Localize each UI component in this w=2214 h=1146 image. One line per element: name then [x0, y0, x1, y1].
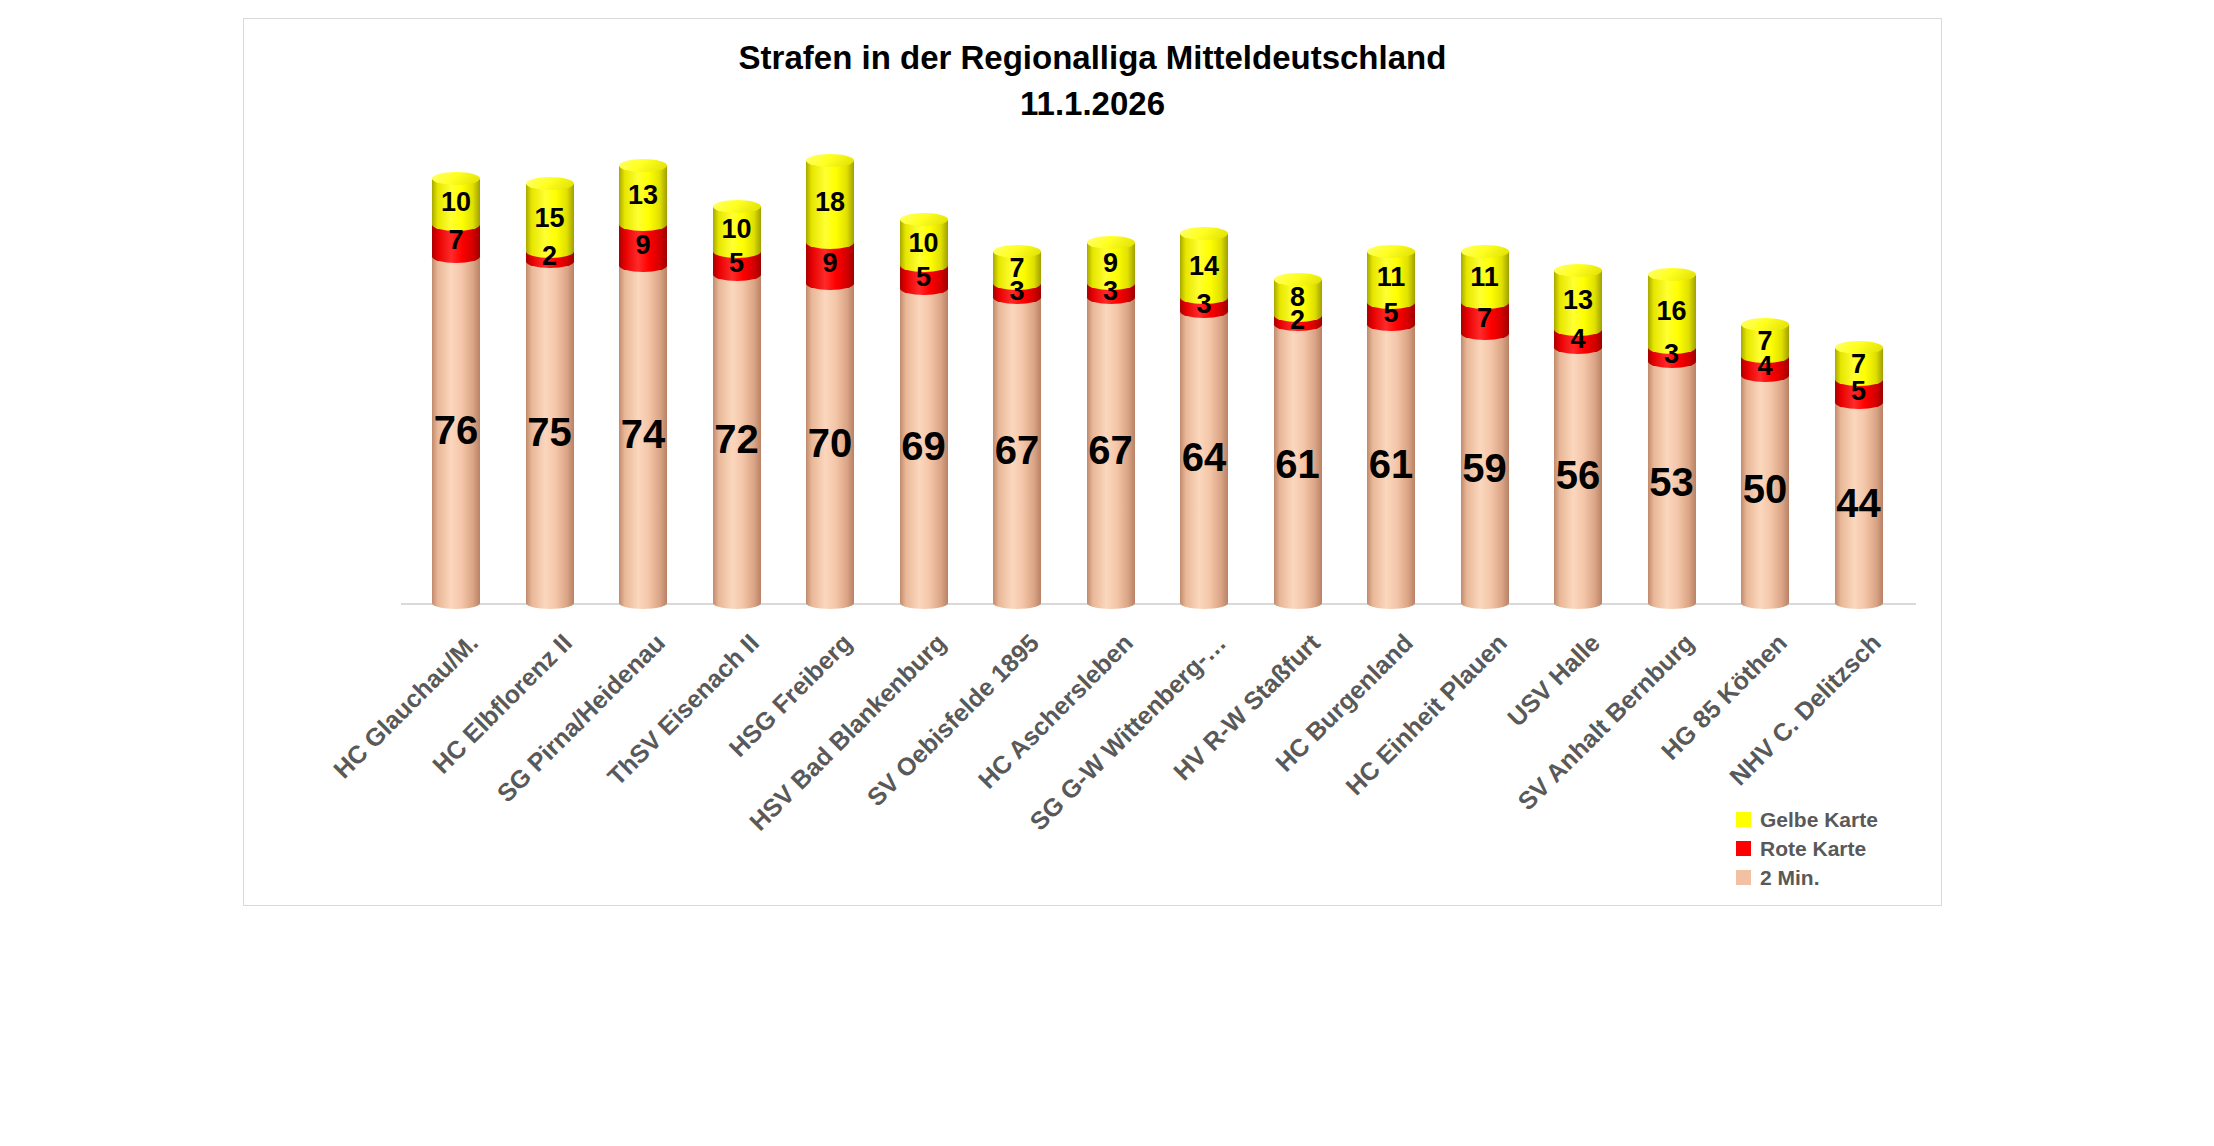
- plot-area: 7671075215749137251070918695106737673964…: [401, 139, 1916, 605]
- value-label-gelbe-karte: 7: [1835, 347, 1883, 381]
- chart-frame: Strafen in der Regionalliga Mitteldeutsc…: [243, 18, 1942, 906]
- chart-subtitle: 11.1.2026: [244, 81, 1941, 127]
- bar: 69 510: [900, 213, 948, 603]
- value-label-gelbe-karte: 7: [993, 251, 1041, 285]
- value-label-rote-karte: 2: [526, 239, 574, 273]
- value-label-2min: 74: [619, 410, 667, 458]
- value-label-gelbe-karte: 9: [1087, 246, 1135, 280]
- value-label-rote-karte: 3: [1648, 337, 1696, 371]
- value-label-2min: 64: [1180, 433, 1228, 481]
- value-label-gelbe-karte: 10: [900, 226, 948, 260]
- value-label-gelbe-karte: 11: [1367, 260, 1415, 294]
- bar: 70 9 18: [806, 154, 854, 603]
- legend-swatch-gelbe-karte: [1736, 812, 1751, 827]
- bar: 6128: [1274, 272, 1322, 603]
- value-label-2min: 76: [432, 406, 480, 454]
- bar: 6739: [1087, 236, 1135, 603]
- legend-item-label: 2 Min.: [1760, 867, 1820, 888]
- legend-item: Rote Karte: [1736, 834, 1878, 863]
- value-label-rote-karte: 7: [432, 223, 480, 257]
- value-label-rote-karte: 5: [900, 260, 948, 294]
- bar: 5047: [1741, 318, 1789, 603]
- value-label-gelbe-karte: 8: [1274, 280, 1322, 314]
- value-label-gelbe-karte: 10: [432, 185, 480, 219]
- bar-top-cap: [619, 159, 667, 172]
- legend: Gelbe Karte Rote Karte 2 Min.: [1736, 805, 1878, 892]
- value-label-gelbe-karte: 15: [526, 201, 574, 235]
- value-label-gelbe-karte: 13: [619, 178, 667, 212]
- value-label-rote-karte: 9: [619, 228, 667, 262]
- legend-item: 2 Min.: [1736, 863, 1878, 892]
- legend-swatch-rote-karte: [1736, 841, 1751, 856]
- value-label-2min: 61: [1274, 440, 1322, 488]
- value-label-rote-karte: 4: [1554, 322, 1602, 356]
- legend-item-label: Gelbe Karte: [1760, 809, 1878, 830]
- legend-swatch-2-min-: [1736, 870, 1751, 885]
- value-label-2min: 61: [1367, 440, 1415, 488]
- screenshot-canvas: Strafen in der Regionalliga Mitteldeutsc…: [0, 0, 2214, 1146]
- value-label-gelbe-karte: 18: [806, 185, 854, 219]
- chart-title-block: Strafen in der Regionalliga Mitteldeutsc…: [244, 35, 1941, 127]
- bar: 72 510: [713, 199, 761, 603]
- value-label-gelbe-karte: 11: [1461, 260, 1509, 294]
- bar: 76 7 10: [432, 172, 480, 603]
- value-label-2min: 59: [1461, 444, 1509, 492]
- value-label-2min: 67: [993, 426, 1041, 474]
- value-label-2min: 75: [526, 408, 574, 456]
- value-label-rote-karte: 5: [713, 246, 761, 280]
- value-label-2min: 67: [1087, 426, 1135, 474]
- bar-top-cap: [713, 200, 761, 213]
- chart-title: Strafen in der Regionalliga Mitteldeutsc…: [244, 35, 1941, 81]
- legend-item-label: Rote Karte: [1760, 838, 1866, 859]
- value-label-gelbe-karte: 10: [713, 212, 761, 246]
- bar: 56 4 13: [1554, 263, 1602, 603]
- value-label-gelbe-karte: 13: [1554, 283, 1602, 317]
- bar-top-cap: [1648, 268, 1696, 281]
- bar: 64 3 14: [1180, 227, 1228, 603]
- value-label-rote-karte: 9: [806, 246, 854, 280]
- bar-top-cap: [1554, 264, 1602, 277]
- bar: 6737: [993, 245, 1041, 603]
- value-label-2min: 70: [806, 419, 854, 467]
- bar: 53 3 16: [1648, 268, 1696, 603]
- bar: 74 9 13: [619, 158, 667, 603]
- bar-top-cap: [526, 177, 574, 190]
- value-label-2min: 56: [1554, 451, 1602, 499]
- value-label-gelbe-karte: 7: [1741, 324, 1789, 358]
- value-label-2min: 50: [1741, 465, 1789, 513]
- bar: 59 7 11: [1461, 245, 1509, 603]
- bar: 75 2 15: [526, 176, 574, 603]
- value-label-gelbe-karte: 16: [1648, 294, 1696, 328]
- value-label-rote-karte: 5: [1367, 296, 1415, 330]
- legend-item: Gelbe Karte: [1736, 805, 1878, 834]
- value-label-rote-karte: 3: [1180, 287, 1228, 321]
- value-label-2min: 44: [1835, 479, 1883, 527]
- value-label-gelbe-karte: 14: [1180, 249, 1228, 283]
- value-label-2min: 69: [900, 422, 948, 470]
- value-label-2min: 53: [1648, 458, 1696, 506]
- value-label-2min: 72: [713, 415, 761, 463]
- value-label-rote-karte: 7: [1461, 301, 1509, 335]
- bar: 4457: [1835, 341, 1883, 603]
- bar: 61 511: [1367, 245, 1415, 603]
